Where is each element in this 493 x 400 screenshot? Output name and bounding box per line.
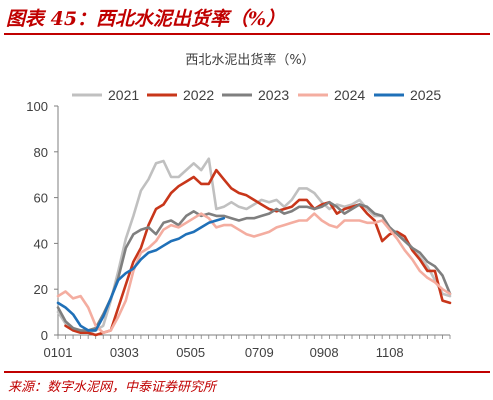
x-tick-label: 1108: [376, 345, 404, 360]
legend-label-2021: 2021: [108, 87, 139, 103]
x-axis: 0101 0303 0505 0709 0908 1108: [44, 334, 451, 360]
source-divider: [4, 371, 490, 373]
y-tick-label: 80: [34, 145, 48, 160]
x-tick-label: 0908: [310, 345, 339, 360]
title-divider: [4, 33, 490, 35]
series-line-2022: [64, 168, 452, 337]
y-tick-label: 20: [34, 282, 48, 297]
y-tick-label: 60: [34, 191, 48, 206]
series-line-2023: [56, 200, 452, 332]
series-line-2024: [56, 212, 452, 335]
chart-title: 西北水泥出货率（%）: [185, 52, 314, 68]
y-tick-label: 40: [34, 236, 48, 251]
figure-title: 图表 45：西北水泥出货率（%）: [6, 8, 286, 30]
y-tick-label: 0: [41, 328, 48, 343]
x-tick-label: 0303: [110, 345, 139, 360]
series-line-2025: [56, 216, 226, 332]
y-tick-label: 100: [26, 99, 48, 114]
series-line-2021: [56, 157, 452, 335]
line-chart: 西北水泥出货率（%） 2021 2022 2023 2024 2025 0 20 40 60 8…: [26, 52, 452, 360]
chart-legend: 2021 2022 2023 2024 2025: [72, 87, 441, 103]
series-layer: [56, 157, 452, 337]
legend-label-2022: 2022: [183, 87, 214, 103]
source-note: 来源：数字水泥网，中泰证券研究所: [8, 380, 217, 395]
x-tick-label: 0505: [176, 345, 205, 360]
y-axis: 0 20 40 60 80 100: [26, 99, 59, 343]
legend-label-2024: 2024: [334, 87, 365, 103]
x-tick-label: 0709: [245, 345, 274, 360]
legend-label-2025: 2025: [410, 87, 441, 103]
x-tick-label: 0101: [44, 345, 73, 360]
legend-label-2023: 2023: [258, 87, 289, 103]
